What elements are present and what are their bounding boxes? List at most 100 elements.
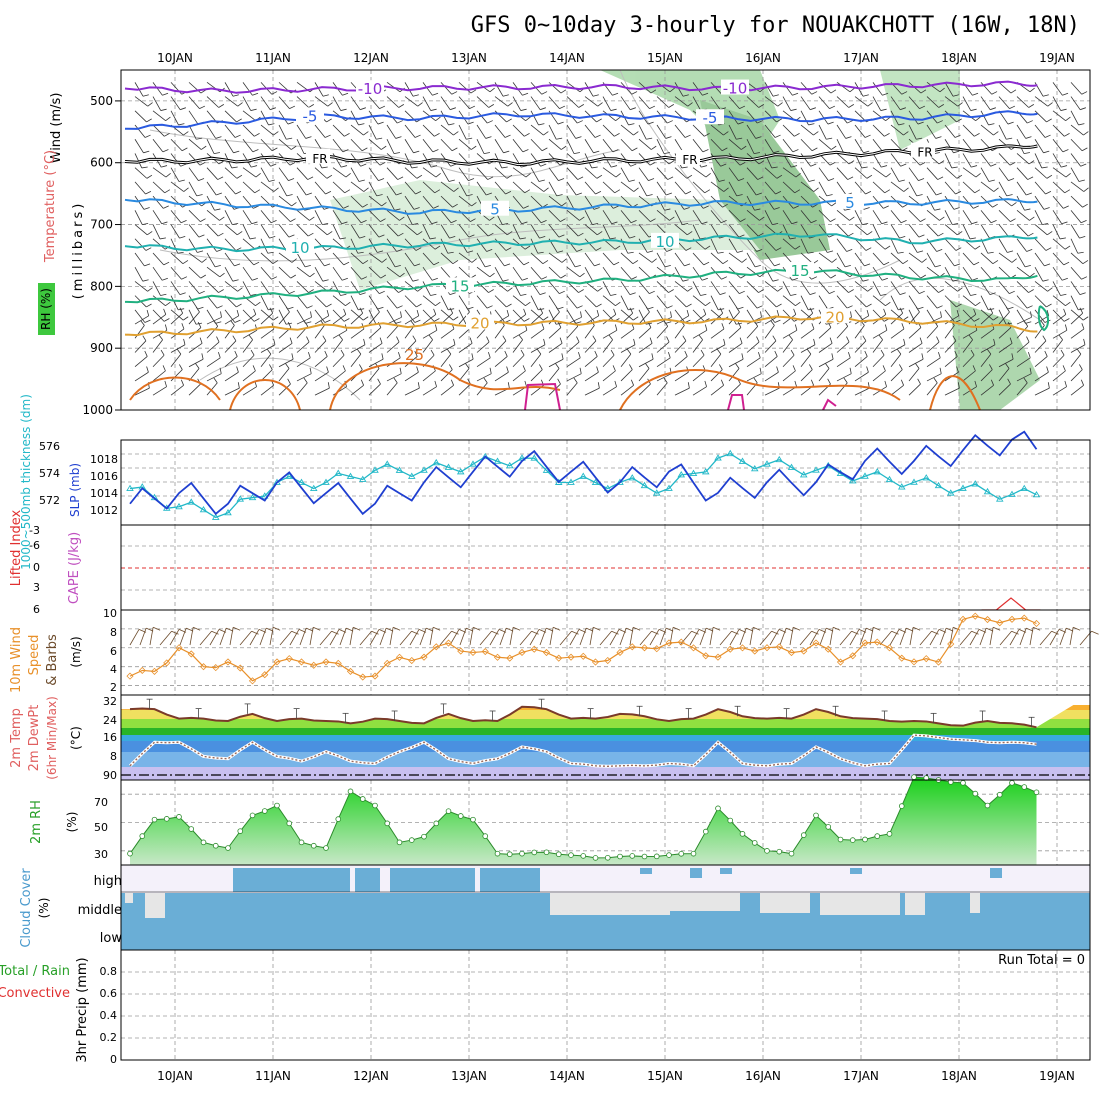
thickness-marker [628,474,637,481]
wind-barb-flag [287,306,294,310]
wind-barb [332,339,343,353]
cloud-level-label: middle [78,903,122,918]
wind-barb [764,340,777,353]
wind-barb-flag [142,94,149,97]
wind-barb-flag [146,366,149,373]
wind-speed-marker [910,658,918,666]
wind-barb [296,252,306,268]
wind-barb-flag [502,335,507,342]
wind-barb [188,181,198,197]
precip-tick: 0.6 [100,987,118,1000]
wind-barb [782,167,797,178]
wind-speed-marker [273,658,281,666]
wind-barb-flag [146,303,152,308]
wind-barb-flag [831,202,837,207]
wind-barb [638,343,653,353]
wind-barb [332,314,347,325]
wind-barb [512,329,528,339]
wind-barb-flag [220,311,222,318]
thickness-marker [493,457,502,464]
wind-barb [890,266,902,280]
wind-barb [998,138,1012,150]
minmax-label: (6hr Min/Max) [45,696,59,780]
wind-barb [620,344,636,353]
wind-barb-flag [434,245,441,250]
wind-barb [278,210,291,222]
wind-barb-flag [1009,290,1015,295]
wind-barb [314,325,325,339]
wind-barb [530,210,542,224]
wind-barb-flag [273,131,279,136]
wind-barb [998,368,1010,382]
lifted-index-label: Lifted Index [9,509,24,586]
wind-barb-flag [216,305,223,309]
wind-barb-flag [393,152,400,155]
wind-barb-flag [758,160,765,165]
bottom-time-label: 18JAN [941,1069,977,1083]
wind-barb-flag [1082,260,1089,265]
wind-barb [548,343,563,353]
wind-barb [476,110,488,124]
wind-barb-flag [793,308,797,315]
wind-barb-flag [1009,105,1016,110]
wind-barb [1070,344,1086,353]
wind-speed-marker [212,664,220,672]
wind-barb-flag [272,260,279,265]
wind-barb-flag [702,277,708,281]
wind10m-barb-flag [971,630,979,635]
wind10m-barb-flag [185,627,194,632]
wind-barb-flag [682,222,689,225]
wind-barb [152,252,165,266]
wind-barb [152,82,163,96]
wind-barb [890,124,904,136]
wind-barb [566,96,579,108]
wind-barb-flag [486,248,493,252]
wind-barb-flag [252,277,258,281]
wind-barb-flag [884,245,891,250]
wind-barb-flag [307,351,311,358]
wind-barb-flag [668,289,674,293]
wind-barb [134,281,148,292]
wind-barb-flag [790,349,795,356]
rh-legend-swatch [38,283,55,335]
wind-barb [224,252,235,267]
rh2m-marker [470,816,476,823]
wind-barb-flag [309,216,315,221]
wind-barb-flag [183,131,189,136]
wind-barb-flag [900,379,904,386]
wind-barb [638,96,650,109]
wind-barb [926,124,937,139]
wind-barb-flag [324,263,331,267]
wind-barb [926,181,937,196]
wind-speed-marker [567,653,575,661]
wind-barb-flag [647,121,654,125]
wind10m-barb-flag [491,630,499,635]
wind-barb [206,266,221,278]
wind-barb-flag [397,351,401,358]
wind10m-barb-flag [512,626,521,631]
wind-barb-flag [1042,279,1049,282]
wind-speed-marker [444,639,453,647]
wind-barb [710,138,723,152]
wind-barb [494,181,506,195]
wind-barb-flag [794,189,801,194]
wind-barb-flag [685,247,692,251]
wind-barb [710,344,726,353]
wind-barb [278,167,289,181]
wind-barb-flag [702,149,709,153]
wind-barb-flag [757,232,764,237]
wind-barb-flag [217,176,224,180]
wind-barb-flag [665,136,672,139]
wind-barb [1052,252,1065,266]
wind-barb [476,382,488,396]
wind-barb [818,181,828,197]
wind-barb-flag [735,306,740,313]
wind10m-label: 10m Wind [9,627,24,693]
wind-barb-flag [1062,92,1069,96]
wind10m-barb-flag [225,627,234,632]
wind-barb [728,252,743,263]
wind-speed-marker [322,658,330,666]
wind-barb-flag [934,208,941,211]
wind10m-barb-flag [305,627,314,632]
